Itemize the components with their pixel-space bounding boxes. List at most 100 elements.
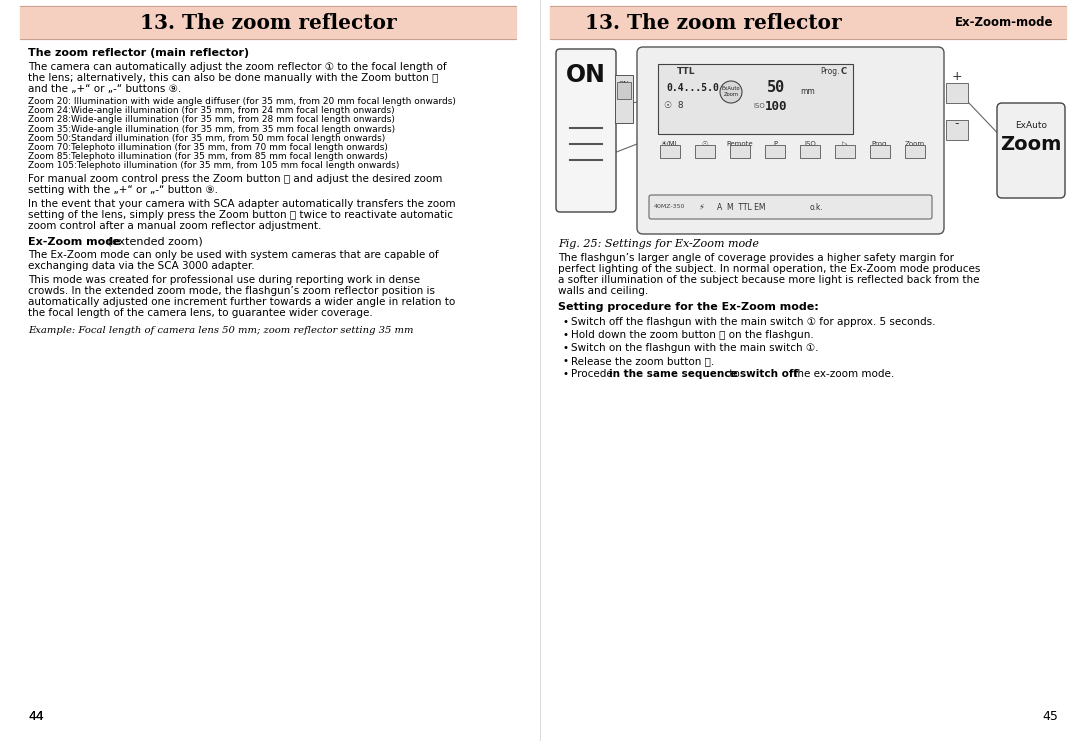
Text: Ex-Zoom-mode: Ex-Zoom-mode (955, 16, 1053, 30)
Text: 44: 44 (28, 710, 44, 723)
Text: Prog.: Prog. (820, 67, 839, 76)
Text: •: • (562, 317, 568, 327)
Text: Zoom: Zoom (905, 141, 926, 147)
Text: Example: Focal length of camera lens 50 mm; zoom reflector setting 35 mm: Example: Focal length of camera lens 50 … (28, 325, 414, 335)
Bar (765, 145, 785, 158)
Text: Zoom 70:Telephoto illumination (for 35 mm, from 70 mm focal length onwards): Zoom 70:Telephoto illumination (for 35 m… (28, 143, 388, 152)
Text: Zoom 24:Wide-angle illumination (for 35 mm, from 24 mm focal length onwards): Zoom 24:Wide-angle illumination (for 35 … (28, 106, 394, 115)
Text: perfect lighting of the subject. In normal operation, the Ex-Zoom mode produces: perfect lighting of the subject. In norm… (558, 264, 981, 274)
FancyBboxPatch shape (556, 49, 616, 212)
Bar (21, 6, 516, 39)
Text: -: - (955, 118, 959, 130)
Text: C: C (841, 67, 847, 76)
Text: The flashgun’s larger angle of coverage provides a higher safety margin for: The flashgun’s larger angle of coverage … (558, 253, 954, 263)
Text: 50: 50 (767, 81, 785, 96)
Text: •: • (562, 330, 568, 340)
Text: and the „+“ or „-“ buttons ⑨.: and the „+“ or „-“ buttons ⑨. (28, 84, 181, 94)
Text: 0.4...5.0: 0.4...5.0 (666, 83, 719, 93)
Text: •: • (562, 356, 568, 366)
Text: For manual zoom control press the Zoom button ⒪ and adjust the desired zoom: For manual zoom control press the Zoom b… (28, 173, 443, 184)
Text: A  M  TTL EM: A M TTL EM (717, 202, 766, 211)
Text: exchanging data via the SCA 3000 adapter.: exchanging data via the SCA 3000 adapter… (28, 261, 255, 270)
Text: Hold down the zoom button ⒪ on the flashgun.: Hold down the zoom button ⒪ on the flash… (571, 330, 813, 340)
Text: ISO: ISO (805, 141, 815, 147)
Text: •: • (562, 343, 568, 353)
FancyBboxPatch shape (649, 195, 932, 219)
Text: ON: ON (566, 63, 606, 87)
Text: Zoom 20: Illumination with wide angle diffuser (for 35 mm, from 20 mm focal leng: Zoom 20: Illumination with wide angle di… (28, 97, 456, 106)
Text: Zoom 28:Wide-angle illumination (for 35 mm, from 28 mm focal length onwards): Zoom 28:Wide-angle illumination (for 35 … (28, 116, 395, 124)
Text: setting with the „+“ or „-“ button ⑨.: setting with the „+“ or „-“ button ⑨. (28, 185, 218, 195)
Text: setting of the lens, simply press the Zoom button ⒪ twice to reactivate automati: setting of the lens, simply press the Zo… (28, 210, 453, 219)
Text: 44: 44 (28, 710, 44, 723)
Bar (617, 82, 631, 99)
Text: ExAuto: ExAuto (1015, 121, 1047, 130)
Text: a softer illumination of the subject because more light is reflected back from t: a softer illumination of the subject bec… (558, 275, 980, 285)
Text: The Ex-Zoom mode can only be used with system cameras that are capable of: The Ex-Zoom mode can only be used with s… (28, 250, 438, 259)
Bar (905, 145, 924, 158)
Text: Setting procedure for the Ex-Zoom mode:: Setting procedure for the Ex-Zoom mode: (558, 302, 819, 312)
Bar (660, 145, 680, 158)
Text: In the event that your camera with SCA adapter automatically transfers the zoom: In the event that your camera with SCA a… (28, 199, 456, 209)
Text: in the same sequence: in the same sequence (609, 369, 738, 379)
FancyBboxPatch shape (997, 103, 1065, 198)
Text: Release the zoom button ⒪.: Release the zoom button ⒪. (571, 356, 714, 366)
Text: 13. The zoom reflector: 13. The zoom reflector (139, 13, 396, 33)
Text: P: P (773, 141, 778, 147)
Bar (870, 145, 890, 158)
Text: switch off: switch off (740, 369, 798, 379)
Bar (615, 75, 633, 123)
Text: Zoom: Zoom (1000, 136, 1062, 155)
Text: o.k.: o.k. (809, 202, 823, 211)
Text: ⚡: ⚡ (698, 202, 704, 211)
Text: ☉  8: ☉ 8 (664, 102, 684, 110)
Bar (696, 145, 715, 158)
Bar (946, 120, 968, 140)
Text: to: to (726, 369, 743, 379)
Text: 100: 100 (765, 99, 787, 113)
Text: Remote: Remote (727, 141, 754, 147)
Text: Switch on the flashgun with the main switch ①.: Switch on the flashgun with the main swi… (571, 343, 819, 353)
Text: ☀/ML: ☀/ML (661, 141, 679, 147)
Bar (835, 145, 855, 158)
Text: TTL: TTL (677, 67, 696, 76)
Text: automatically adjusted one increment further towards a wider angle in relation t: automatically adjusted one increment fur… (28, 296, 456, 307)
FancyBboxPatch shape (637, 47, 944, 234)
Text: ☉: ☉ (702, 141, 708, 147)
Text: walls and ceiling.: walls and ceiling. (558, 286, 648, 296)
Text: Zoom 85:Telephoto illumination (for 35 mm, from 85 mm focal length onwards): Zoom 85:Telephoto illumination (for 35 m… (28, 152, 388, 162)
Text: the focal length of the camera lens, to guarantee wider coverage.: the focal length of the camera lens, to … (28, 308, 373, 318)
Bar (658, 64, 853, 134)
Text: Zoom 35:Wide-angle illumination (for 35 mm, from 35 mm focal length onwards): Zoom 35:Wide-angle illumination (for 35 … (28, 124, 395, 133)
Text: 40MZ-350: 40MZ-350 (653, 205, 685, 210)
Text: Prog.: Prog. (872, 141, 889, 147)
Text: crowds. In the extended zoom mode, the flashgun’s zoom reflector position is: crowds. In the extended zoom mode, the f… (28, 285, 435, 296)
Text: (extended zoom): (extended zoom) (104, 236, 203, 247)
Text: zoom control after a manual zoom reflector adjustment.: zoom control after a manual zoom reflect… (28, 221, 322, 230)
Text: Ex-Zoom mode: Ex-Zoom mode (28, 236, 121, 247)
Text: •: • (562, 369, 568, 379)
Text: Zoom 50:Standard illumination (for 35 mm, from 50 mm focal length onwards): Zoom 50:Standard illumination (for 35 mm… (28, 134, 386, 143)
Text: ON: ON (619, 81, 630, 87)
Text: Zoom 105:Telephoto illumination (for 35 mm, from 105 mm focal length onwards): Zoom 105:Telephoto illumination (for 35 … (28, 162, 400, 170)
Text: Procede: Procede (571, 369, 616, 379)
Bar (800, 145, 820, 158)
Text: Fig. 25: Settings for Ex-Zoom mode: Fig. 25: Settings for Ex-Zoom mode (558, 239, 759, 249)
Text: the ex-zoom mode.: the ex-zoom mode. (789, 369, 894, 379)
Text: Switch off the flashgun with the main switch ① for approx. 5 seconds.: Switch off the flashgun with the main sw… (571, 317, 935, 327)
Bar (946, 83, 968, 103)
Text: the lens; alternatively, this can also be done manually with the Zoom button ⒪: the lens; alternatively, this can also b… (28, 73, 438, 83)
Text: +: + (951, 70, 962, 82)
Text: 13. The zoom reflector: 13. The zoom reflector (584, 13, 841, 33)
Text: Zoom: Zoom (724, 93, 739, 98)
Text: mm: mm (800, 87, 814, 96)
Bar (730, 145, 750, 158)
Text: ▷: ▷ (842, 141, 848, 147)
Circle shape (720, 81, 742, 103)
Text: ISO: ISO (753, 103, 765, 109)
Text: The zoom reflector (main reflector): The zoom reflector (main reflector) (28, 48, 249, 58)
Text: The camera can automatically adjust the zoom reflector ① to the focal length of: The camera can automatically adjust the … (28, 62, 447, 72)
Text: 45: 45 (1042, 710, 1058, 723)
Text: ExAuto: ExAuto (721, 85, 740, 90)
Bar (550, 6, 1066, 39)
